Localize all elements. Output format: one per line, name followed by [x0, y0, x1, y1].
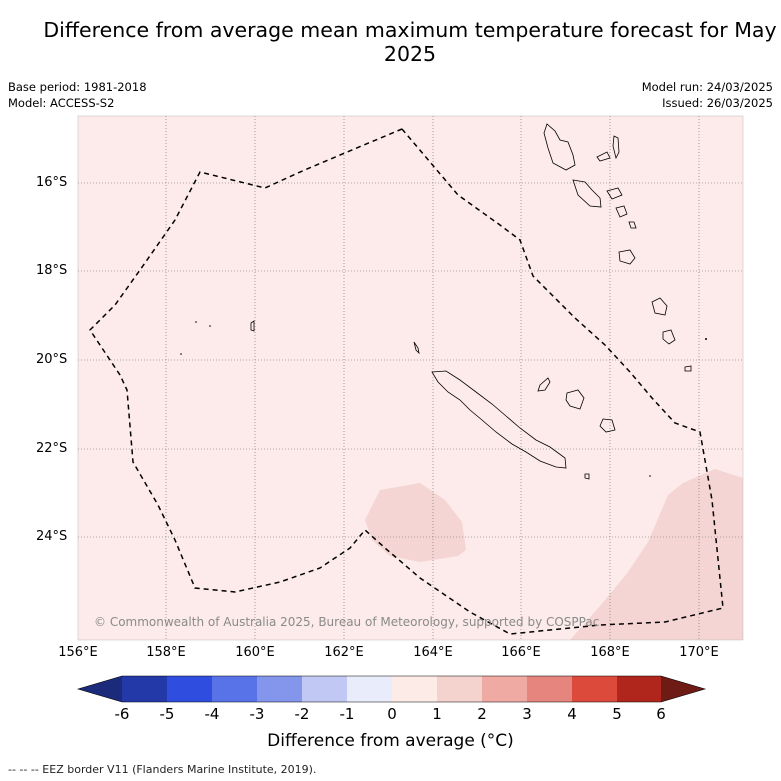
small-reef-2	[209, 325, 211, 327]
colorbar-tick-m5: -5	[159, 705, 175, 723]
colorbar-bin-0	[392, 676, 437, 702]
meta-left: Base period: 1981-2018 Model: ACCESS-S2	[8, 79, 147, 111]
aneityum-island	[684, 365, 692, 372]
colorbar-tick-2: 2	[477, 705, 487, 723]
colorbar-bin-m1	[347, 676, 392, 702]
colorbar-bin-m4	[212, 676, 257, 702]
colorbar-tick-m1: -1	[339, 705, 355, 723]
lon-label-170e: 170°E	[679, 645, 719, 660]
eez-border	[89, 128, 724, 635]
colorbar-tick-m6: -6	[114, 705, 130, 723]
lon-label-168e: 168°E	[590, 645, 630, 660]
colorbar-max-triangle	[661, 676, 705, 702]
model-run: Model run: 24/03/2025	[641, 80, 773, 94]
gridlines	[78, 116, 743, 640]
shepherd-islands	[628, 221, 637, 229]
colorbar-outline	[76, 675, 707, 703]
erromango-island	[651, 297, 668, 316]
lat-label-16s: 16°S	[36, 175, 68, 190]
colorbar-min-triangle	[78, 676, 122, 702]
colorbar	[76, 675, 707, 703]
colorbar-tick-m4: -4	[204, 705, 220, 723]
colorbar-tick-m3: -3	[249, 705, 265, 723]
base-period: Base period: 1981-2018	[8, 80, 147, 94]
mare-island	[599, 418, 616, 433]
lon-label-160e: 160°E	[235, 645, 275, 660]
lon-label-166e: 166°E	[501, 645, 541, 660]
small-reef-3	[180, 353, 182, 355]
lon-label-164e: 164°E	[413, 645, 453, 660]
colorbar-tick-m2: -2	[294, 705, 310, 723]
new-caledonia-island	[431, 370, 567, 469]
colorbar-bin-m5	[167, 676, 212, 702]
issued-date: Issued: 26/03/2025	[662, 96, 773, 110]
colorbar-title: Difference from average (°C)	[267, 731, 514, 751]
tanna-island	[662, 329, 676, 345]
model-name: Model: ACCESS-S2	[8, 96, 115, 110]
colorbar-bin-m2	[302, 676, 347, 702]
belep-islands	[413, 341, 420, 355]
eez-legend-note: -- -- -- EEZ border V11 (Flanders Marine…	[8, 763, 317, 776]
ambrym-island	[606, 187, 623, 200]
colorbar-tick-0: 0	[387, 705, 397, 723]
ambae-island	[596, 151, 611, 162]
epi-island	[615, 205, 628, 218]
map-title: Difference from average mean maximum tem…	[43, 18, 777, 66]
anomaly-patch-southeast	[570, 469, 743, 640]
meta-right: Model run: 24/03/2025 Issued: 26/03/2025	[642, 79, 773, 111]
colorbar-bin-4	[572, 676, 617, 702]
colorbar-bin-1	[437, 676, 482, 702]
colorbar-bin-3	[527, 676, 572, 702]
colorbar-tick-3: 3	[522, 705, 532, 723]
lon-label-162e: 162°E	[324, 645, 364, 660]
lon-label-156e: 156°E	[58, 645, 98, 660]
efate-island	[618, 249, 636, 265]
chesterfield-reef	[250, 320, 255, 332]
map-frame	[77, 115, 744, 641]
small-reef-1	[195, 321, 197, 323]
copyright-text: © Commonwealth of Australia 2025, Bureau…	[94, 615, 599, 629]
colorbar-tick-5: 5	[612, 705, 622, 723]
lifou-island	[565, 389, 585, 410]
colorbar-tick-1: 1	[432, 705, 442, 723]
espiritu-santo-island	[543, 123, 576, 171]
colorbar-tick-6: 6	[656, 705, 666, 723]
ouvea-island	[537, 377, 551, 392]
lat-label-22s: 22°S	[36, 441, 68, 456]
small-reef-4	[705, 338, 707, 340]
lat-label-24s: 24°S	[36, 529, 68, 544]
lat-label-18s: 18°S	[36, 263, 68, 278]
malekula-island	[572, 179, 602, 208]
lon-label-158e: 158°E	[146, 645, 186, 660]
colorbar-bin-m3	[257, 676, 302, 702]
anomaly-patch-center	[365, 483, 466, 562]
maewo-island	[612, 135, 620, 160]
lat-label-20s: 20°S	[36, 352, 68, 367]
walpole-island	[584, 473, 590, 480]
colorbar-bin-m6	[122, 676, 167, 702]
colorbar-bin-2	[482, 676, 527, 702]
colorbar-tick-4: 4	[567, 705, 577, 723]
small-reef-5	[649, 475, 651, 477]
colorbar-bin-5	[617, 676, 661, 702]
